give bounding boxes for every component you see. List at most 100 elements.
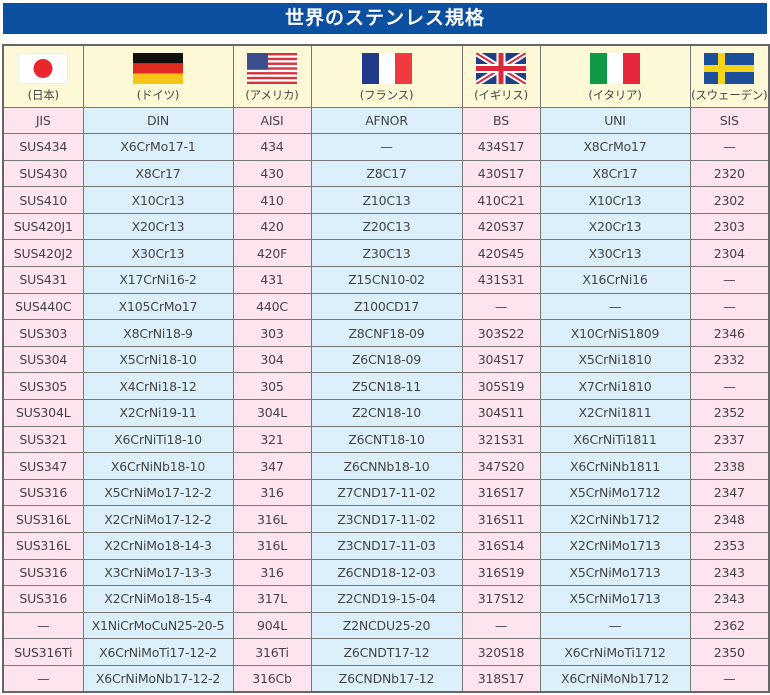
country-name: (アメリカ) [245,87,299,102]
table-cell: — [461,611,541,640]
table-cell: 2304 [689,239,770,268]
table-row: SUS420J2 X30Cr13 420F Z30C13 420S45 X30Cr13 23… [2,239,770,268]
table-cell: 316S19 [461,558,541,587]
table-cell: 2337 [689,425,770,454]
table-cell: SUS316 [2,558,84,587]
table-cell: X20Cr13 [82,212,234,241]
country-cell: (フランス) [310,44,463,108]
table-cell: X6CrNiMoNb17-12-2 [82,664,234,693]
column-header: AFNOR [310,106,463,135]
sweden-flag-icon [691,52,768,84]
table-cell: 316S14 [461,532,541,560]
table-cell: 430 [232,159,312,188]
table-cell: X4CrNi18-12 [82,372,234,401]
table-cell: 410C21 [461,186,541,214]
table-cell: X105CrMo17 [82,292,234,321]
table-cell: 303 [232,319,312,347]
uk-flag-icon [463,52,539,84]
table-cell: 305 [232,372,312,401]
table-cell: — [689,133,770,161]
table-cell: Z8C17 [310,159,463,188]
table-cell: 420 [232,212,312,241]
table-cell: 420S37 [461,212,541,241]
table-row: — X6CrNiMoNb17-12-2 316Cb Z6CNDNb17-12 318S1… [2,664,770,693]
table-cell: Z8CNF18-09 [310,319,463,347]
table-cell: Z6CN18-09 [310,345,463,374]
table-cell: X2CrNiMo1713 [539,532,691,560]
table-cell: 316 [232,478,312,507]
stainless-standards-table: (日本) (ドイツ) (アメリカ) (フランス) (イギリス) (イタリア) (スウェーデン… [2,44,770,694]
table-cell: 316S11 [461,505,541,533]
table-cell: 431 [232,266,312,294]
table-cell: 316Ti [232,638,312,666]
table-cell: SUS304L [2,399,84,427]
country-name: (日本) [27,87,59,102]
table-cell: Z7CND17-11-02 [310,478,463,507]
table-cell: 2346 [689,319,770,347]
table-cell: X8CrNi18-9 [82,319,234,347]
table-cell: 2343 [689,585,770,613]
table-cell: 2362 [689,611,770,640]
table-cell: X2CrNi1811 [539,399,691,427]
table-cell: 2303 [689,212,770,241]
table-cell: SUS316L [2,505,84,533]
table-row: SUS305 X4CrNi18-12 305 Z5CN18-11 305S19 X7CrN… [2,372,770,401]
table-cell: Z6CNDNb17-12 [310,664,463,693]
table-cell: 420F [232,239,312,268]
table-row: SUS316L X2CrNiMo18-14-3 316L Z3CND17-11-03 3… [2,532,770,560]
country-name: (スウェーデン) [691,87,768,102]
table-cell: X6CrNiMoTi17-12-2 [82,638,234,666]
table-row: SUS316Ti X6CrNiMoTi17-12-2 316Ti Z6CNDT17-1… [2,638,770,666]
table-cell: 304S17 [461,345,541,374]
table-cell: X8Cr17 [82,159,234,188]
table-row: SUS420J1 X20Cr13 420 Z20C13 420S37 X20Cr13 230… [2,212,770,241]
table-cell: 321 [232,425,312,454]
table-cell: 317S12 [461,585,541,613]
table-cell: X6CrMo17-1 [82,133,234,161]
country-name: (ドイツ) [136,87,180,102]
table-cell: Z5CN18-11 [310,372,463,401]
germany-flag-icon [84,52,232,84]
table-cell: Z6CNNb18-10 [310,452,463,480]
table-cell: 316Cb [232,664,312,693]
country-cell: (イタリア) [539,44,691,108]
table-row: SUS316 X2CrNiMo18-15-4 317L Z2CND19-15-04 31… [2,585,770,613]
header-row: JIS DIN AISI AFNOR BS UNI SIS [2,106,770,135]
table-row: SUS304 X5CrNi18-10 304 Z6CN18-09 304S17 X5CrN… [2,345,770,374]
table-cell: 420S45 [461,239,541,268]
table-cell: 434S17 [461,133,541,161]
table-cell: X6CrNiTi18-10 [82,425,234,454]
table-cell: 316 [232,558,312,587]
table-cell: X20Cr13 [539,212,691,241]
page-title: 世界のステンレス規格 [3,3,767,34]
table-cell: 321S31 [461,425,541,454]
table-cell: X5CrNiMo1713 [539,558,691,587]
table-cell: X6CrNiTi1811 [539,425,691,454]
table-cell: Z6CNDT17-12 [310,638,463,666]
table-row: SUS431 X17CrNi16-2 431 Z15CN10-02 431S31 X16C… [2,266,770,294]
table-cell: X6CrNiNb18-10 [82,452,234,480]
table-cell: — [689,372,770,401]
table-cell: 318S17 [461,664,541,693]
table-cell: X1NiCrMoCuN25-20-5 [82,611,234,640]
table-cell: 304L [232,399,312,427]
table-cell: X3CrNiMo17-13-3 [82,558,234,587]
table-row: SUS430 X8Cr17 430 Z8C17 430S17 X8Cr17 2320 [2,159,770,188]
table-cell: — [539,611,691,640]
table-cell: X5CrNi1810 [539,345,691,374]
table-cell: X8CrMo17 [539,133,691,161]
table-cell: Z2CND19-15-04 [310,585,463,613]
country-cell: (日本) [2,44,84,108]
table-row: SUS316 X3CrNiMo17-13-3 316 Z6CND18-12-03 316… [2,558,770,587]
table-cell: SUS303 [2,319,84,347]
table-cell: X5CrNi18-10 [82,345,234,374]
table-cell: Z30C13 [310,239,463,268]
country-cell: (スウェーデン) [689,44,770,108]
table-cell: 440C [232,292,312,321]
table-row: SUS321 X6CrNiTi18-10 321 Z6CNT18-10 321S31 X6… [2,425,770,454]
table-cell: SUS420J2 [2,239,84,268]
table-cell: X5CrNiMo1712 [539,478,691,507]
table-row: SUS303 X8CrNi18-9 303 Z8CNF18-09 303S22 X10Cr… [2,319,770,347]
column-header: AISI [232,106,312,135]
japan-flag-icon [4,52,82,84]
